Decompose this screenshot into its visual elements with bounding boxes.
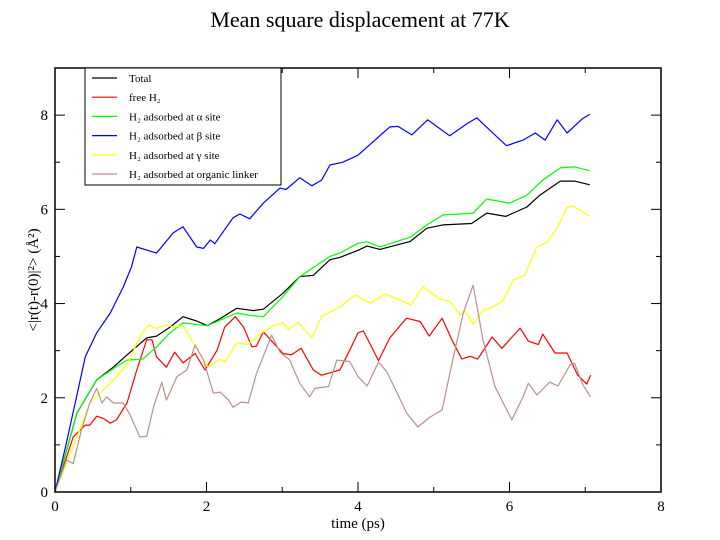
legend-label: Total xyxy=(129,73,151,85)
y-tick-label: 0 xyxy=(41,485,49,501)
x-tick-label: 6 xyxy=(506,499,514,515)
legend-label: H₂ adsorbed at organic linker xyxy=(129,169,258,181)
x-tick-label: 2 xyxy=(203,499,211,515)
legend-label: H₂ adsorbed at γ site xyxy=(129,150,220,162)
x-tick-label: 8 xyxy=(657,499,665,515)
chart-title: Mean square displacement at 77K xyxy=(210,7,509,32)
x-axis-label: time (ps) xyxy=(331,516,385,532)
y-axis-label: <|r(t)-r(0)|²> (Å²) xyxy=(26,228,42,331)
series-line-2 xyxy=(54,166,590,493)
legend-label: free H₂ xyxy=(129,92,161,104)
series-line-5 xyxy=(54,284,592,493)
x-tick-label: 4 xyxy=(354,499,362,515)
series-layer xyxy=(54,113,592,493)
legend-label: H₂ adsorbed at α site xyxy=(129,111,221,123)
series-line-1 xyxy=(54,316,592,493)
legend-box xyxy=(84,67,282,186)
legend-label: H₂ adsorbed at β site xyxy=(129,131,220,143)
series-line-3 xyxy=(54,113,591,493)
y-tick-label: 2 xyxy=(41,391,49,407)
y-tick-label: 4 xyxy=(41,297,49,313)
legend: Total free H₂ H₂ adsorbed at α site H₂ adso… xyxy=(84,67,282,186)
y-tick-label: 8 xyxy=(41,108,49,124)
x-tick-label: 0 xyxy=(51,499,59,515)
series-line-0 xyxy=(54,180,590,493)
y-tick-label: 6 xyxy=(41,202,49,218)
series-line-4 xyxy=(54,205,591,493)
